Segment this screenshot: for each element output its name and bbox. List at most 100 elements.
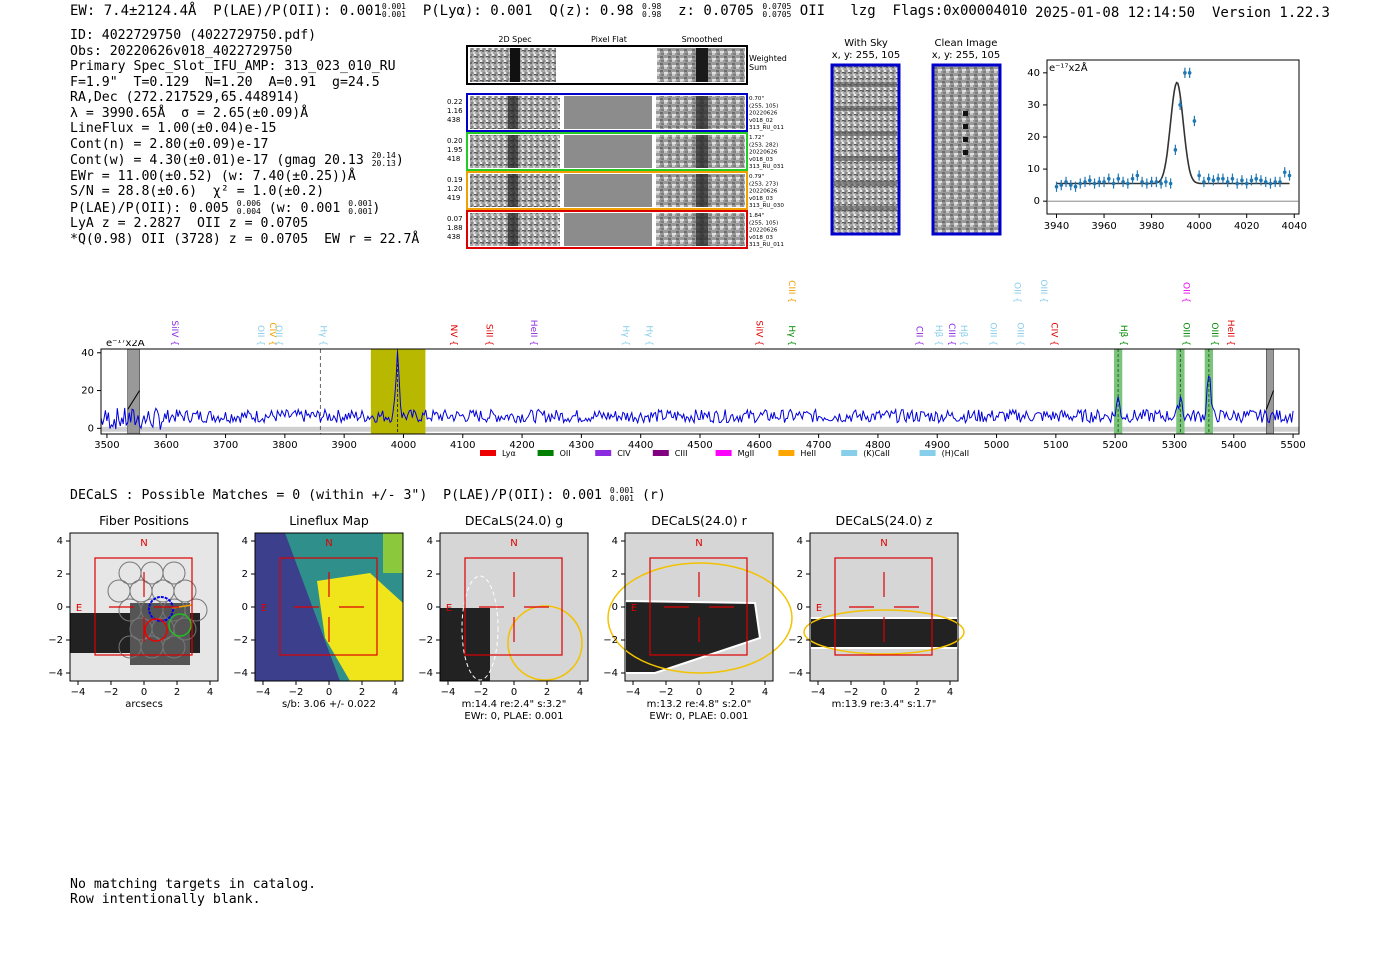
panel-caption: arcsecs [125,699,163,710]
panel-title: DECaLS(24.0) z [836,513,933,528]
east-label: E [261,603,267,614]
zoom-data-point [1135,173,1140,178]
spec-xtick-label: 4700 [806,440,831,451]
zoom-data-point [1244,181,1249,186]
cutout-left-value: 438 [447,116,460,124]
panel-xtick-label: 2 [359,687,365,698]
zoom-axes-frame [1046,59,1300,215]
header-datetime: 2025-01-08 12:14:50 [1034,5,1196,21]
zoom-data-point [1107,176,1111,181]
cutout-right-value: 20220626 [749,189,778,195]
cutout-right-value: (255, 105) [749,220,778,226]
zoom-data-point [1173,148,1178,152]
cutout-left-value: 0.20 [447,137,463,145]
spec-xtick-label: 3900 [331,440,356,451]
imaging-panel: DECaLS(24.0) z N E −4 −2 0 2 4 4 2 0 −2 −4 m:13.9 re:… [788,513,965,710]
clean-coords: x, y: 255, 105 [932,50,1001,61]
info-q: *Q(0.98) OII (3728) z = 0.0705 EW r = 22… [70,231,420,247]
info-lineflux: LineFlux = 1.00(±0.04)e-15 [70,121,277,136]
clean-sources [963,111,968,155]
panel-ytick-label: 4 [612,536,618,547]
spec-xtick-label: 4000 [391,440,416,451]
cutout-right-value: 313_RU_031 [749,164,784,170]
panel-ytick-label: 0 [242,602,248,613]
line-label: NV { [448,325,458,346]
zoom-data-point [1121,180,1125,184]
zoom-xtick-label: 4020 [1234,221,1259,232]
header-plya: P(Lyα): 0.001 [422,3,533,19]
panel-title: Fiber Positions [99,513,189,528]
zoom-xtick-label: 3960 [1091,221,1116,232]
spec-ytick-label: 40 [81,348,94,359]
zoom-data-point [1263,180,1268,184]
imaging-panel: DECaLS(24.0) g N E −4 −2 0 2 4 4 2 0 −2 −4 m:14.4 re:… [418,513,589,722]
line-label: CIV { [1049,322,1059,346]
line-label: Hγ { [317,325,327,346]
cutout-left-value: 0.19 [447,176,463,184]
cutout-pixelflat [564,96,652,129]
zoom-xtick-label: 3940 [1044,221,1069,232]
info-id: ID: 4022729750 (4022729750.pdf) [70,28,317,43]
line-label: HeII { [528,320,538,346]
line-label: CIII { [786,280,796,303]
cutout-emission [508,96,518,129]
decals-z-ellipse [803,609,965,655]
cutout-smoothed-emission [696,135,708,168]
zoom-data-point [1130,176,1135,181]
zoom-data-point [1230,176,1235,181]
cutout-right-value: v018_03 [749,235,773,241]
legend-swatch [595,450,612,456]
line-label: SiIV { [169,320,179,346]
panel-ytick-label: −4 [418,668,433,679]
zoom-ytick-label: 30 [1027,100,1040,111]
zoom-data-point [1145,181,1149,186]
weighted-label-2: Sum [749,63,767,72]
header-datetime-version: 2025-01-08 12:14:50 Version 1.22.3 [1035,5,1330,21]
panel-ytick-label: −2 [233,635,248,646]
lineflux-peak [317,573,403,681]
legend-label: MgII [738,449,755,458]
panel-xtick-label: 2 [729,687,735,698]
spec-xtick-label: 3700 [213,440,238,451]
panel-xtick-label: 2 [914,687,920,698]
zoom-xtick-label: 4040 [1282,221,1307,232]
panel-ytick-label: −4 [48,668,63,679]
legend-label: CIII [675,449,688,458]
panel-ytick-label: 4 [797,536,803,547]
zoom-data-point [1083,180,1087,184]
zoom-data-point [1187,71,1192,75]
spec-mask-hatch [127,390,140,410]
line-label: Hγ { [620,325,630,346]
panel-xtick-label: −4 [71,687,86,698]
zoom-data-point [1235,181,1239,186]
decals-g-ellipse-white [461,575,499,681]
fiber-circle [173,579,197,603]
decals-summary: DECaLS : Possible Matches = 0 (within +/… [70,486,666,504]
aperture-box [649,557,748,656]
zoom-data-point [1178,103,1182,107]
header-flags: Flags:0x00004010 [892,3,1028,19]
line-label: OIII { [1209,322,1219,346]
north-label: N [140,538,147,549]
panel-title: DECaLS(24.0) g [465,513,563,528]
fiber-circle [184,598,208,622]
cutout-right-value: 313_RU_011 [749,242,784,248]
line-id-labels: SiIV {OII {CIV {OII {Hγ {NV {SiII {HeII … [169,279,1235,346]
cutout-left-value: 418 [447,155,460,163]
zoom-ytick-label: 0 [1034,196,1040,207]
spec-xtick-label: 5000 [984,440,1009,451]
cutout-emission [508,174,518,207]
cutout-right-value: v018_03 [749,157,773,163]
panel-ytick-label: −4 [603,668,618,679]
with-sky-image [830,63,901,236]
spec-xtick-label: 4500 [687,440,712,451]
header-summary: EW: 7.4±2124.4Å P(LAE)/P(OII): 0.001 0.00… [70,3,1028,20]
zoom-data-point [1068,183,1073,187]
panel-xtick-label: −4 [626,687,641,698]
zoom-data-point [1164,180,1168,184]
weighted-sum-emission [510,48,520,82]
spec-legend: Lyα OII CIV CIII MgII HeII (K)CaII (H)CaII [480,449,969,458]
footer-line2: Row intentionally blank. [70,892,261,907]
header-z: z: 0.0705 [678,3,754,19]
panel-ytick-label: 0 [427,602,433,613]
